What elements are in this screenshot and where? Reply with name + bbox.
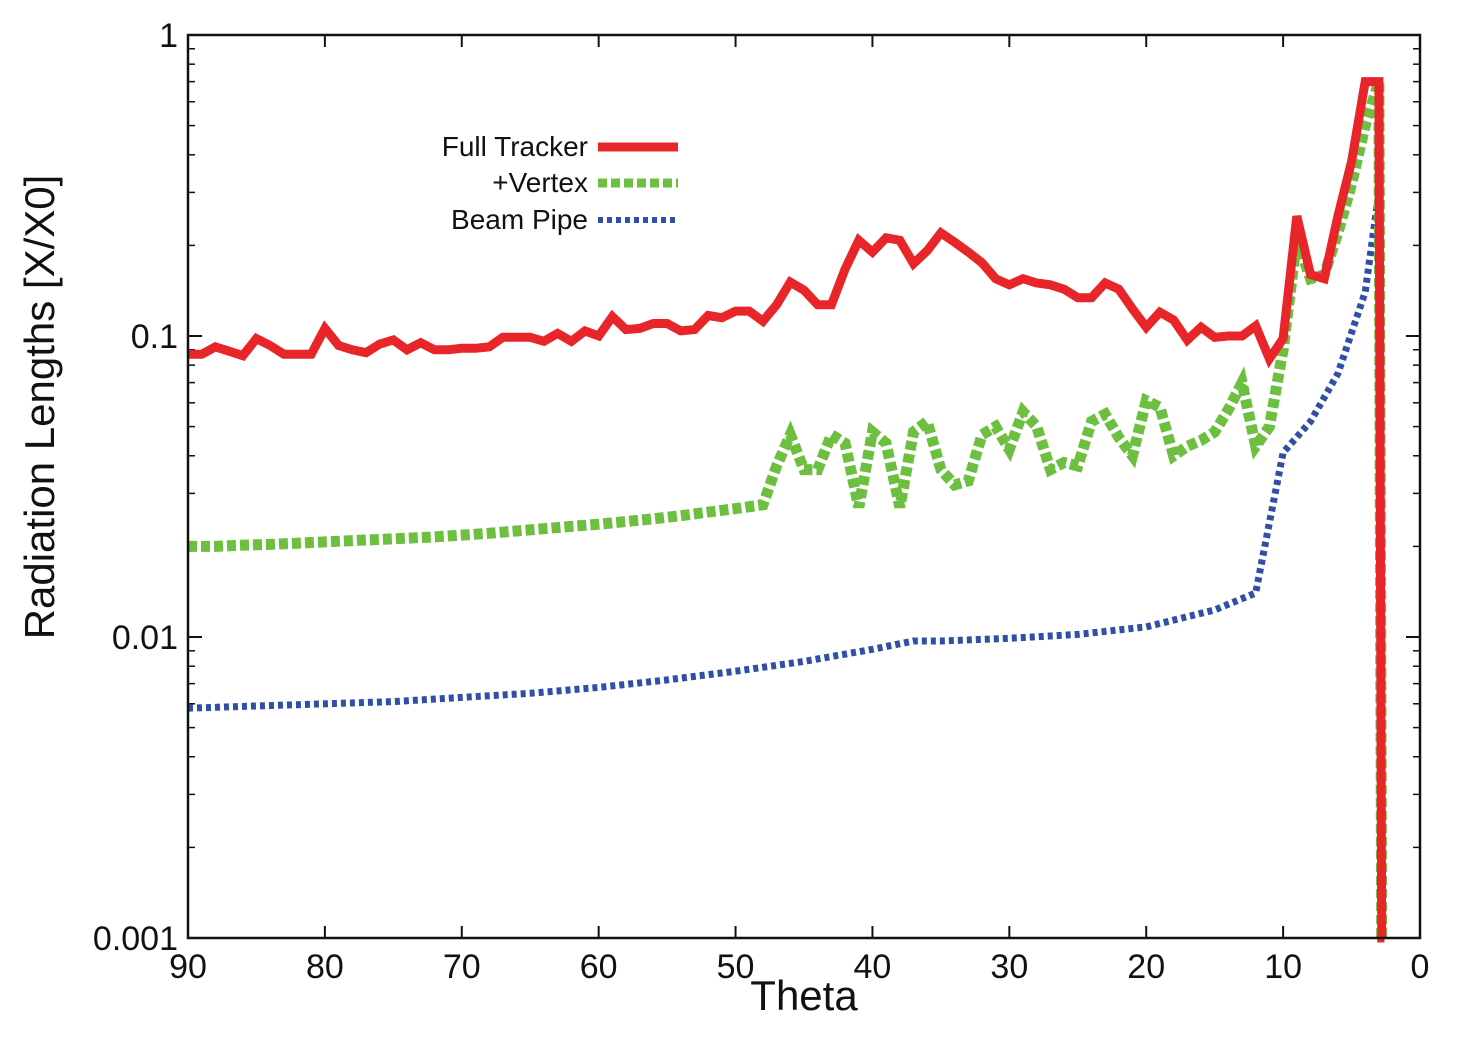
series-line-vertex — [188, 79, 1388, 944]
y-tick-label: 0.01 — [112, 619, 178, 657]
x-tick-label: 60 — [580, 948, 618, 986]
x-tick-label: 0 — [1411, 948, 1430, 986]
legend-label-beam-pipe: Beam Pipe — [451, 204, 588, 235]
series-line-full-tracker — [188, 77, 1387, 943]
x-tick-label: 10 — [1264, 948, 1302, 986]
x-tick-label: 50 — [717, 948, 755, 986]
x-tick-label: 40 — [854, 948, 892, 986]
tick-labels: 90 80 70 60 50 40 30 20 10 0 0.001 0.01 0.1 1 — [93, 17, 1430, 986]
plot-frame — [186, 33, 1422, 940]
legend-label-vertex: +Vertex — [492, 167, 588, 198]
plot-area — [188, 35, 1420, 938]
x-tick-label: 30 — [990, 948, 1028, 986]
x-tick-label: 90 — [169, 948, 207, 986]
x-tick-label: 20 — [1127, 948, 1165, 986]
x-axis-title: Theta — [750, 972, 858, 1019]
legend: Full Tracker +Vertex Beam Pipe — [442, 131, 678, 235]
legend-label-full-tracker: Full Tracker — [442, 131, 588, 162]
x-tick-label: 70 — [443, 948, 481, 986]
y-axis-title: Radiation Lengths [X/X0] — [16, 175, 63, 640]
x-tick-label: 80 — [306, 948, 344, 986]
y-tick-label: 0.1 — [131, 318, 178, 356]
y-tick-label: 1 — [159, 17, 178, 55]
y-tick-label: 0.001 — [93, 920, 178, 958]
series-line-beam-pipe — [187, 191, 1386, 942]
series-layer — [187, 77, 1388, 944]
